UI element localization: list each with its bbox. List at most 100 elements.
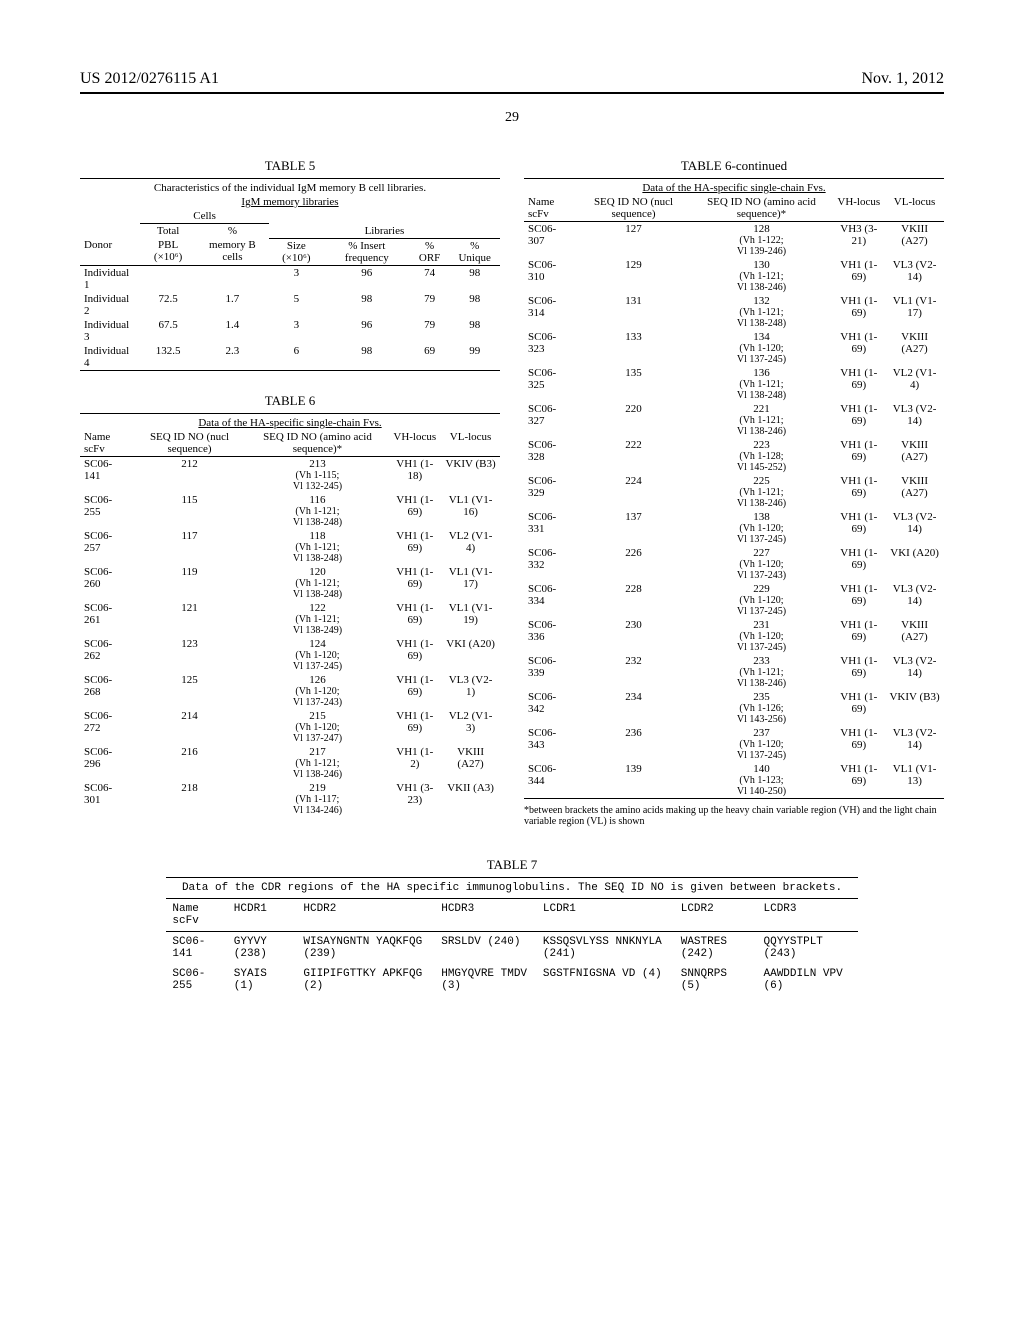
cell: VL1 (V1-16): [441, 493, 500, 529]
right-column: TABLE 6-continued Data of the HA-specifi…: [524, 150, 944, 827]
cell: SC06-141: [80, 456, 133, 493]
cell: 119: [133, 565, 247, 601]
table6-row: SC06-296 216 217(Vh 1-121;Vl 138-246) VH…: [80, 745, 500, 781]
cell: 227(Vh 1-120;Vl 137-243): [691, 546, 833, 582]
cell: 118(Vh 1-121;Vl 138-248): [247, 529, 389, 565]
cell: 72.5: [140, 292, 196, 318]
cell: 221(Vh 1-121;Vl 138-246): [691, 402, 833, 438]
cell: VL3 (V2-14): [885, 402, 944, 438]
page-header: US 2012/0276115 A1 Nov. 1, 2012: [80, 70, 944, 88]
cell: 212: [133, 456, 247, 493]
table5-h-total: Total: [140, 224, 196, 239]
cell: VH1 (3-23): [388, 781, 441, 817]
table6-row: SC06-331 137 138(Vh 1-120;Vl 137-245) VH…: [524, 510, 944, 546]
cell: 213(Vh 1-115;Vl 132-245): [247, 456, 389, 493]
cell: WASTRES (242): [675, 932, 758, 965]
table5-group-cells: Cells: [140, 209, 269, 224]
table6-row: SC06-310 129 130(Vh 1-121;Vl 138-246) VH…: [524, 258, 944, 294]
cell: SC06-343: [524, 726, 577, 762]
cell: VKI (A20): [441, 637, 500, 673]
cell: 225(Vh 1-121;Vl 138-246): [691, 474, 833, 510]
cell: VH1 (1-69): [388, 493, 441, 529]
cell: 120(Vh 1-121;Vl 138-248): [247, 565, 389, 601]
table6-caption-left: Data of the HA-specific single-chain Fvs…: [80, 413, 500, 430]
table6-row: SC06-343 236 237(Vh 1-120;Vl 137-245) VH…: [524, 726, 944, 762]
table7-row: SC06-141 GYYVY (238) WISAYNGNTN YAQKFQG …: [166, 932, 857, 965]
cell: VH1 (1-69): [832, 726, 885, 762]
cell: VL1 (V1-19): [441, 601, 500, 637]
cell: VL1 (V1-13): [885, 762, 944, 799]
cell: SC06-255: [166, 964, 227, 996]
cell: SC06-141: [166, 932, 227, 965]
cell: Individual 1: [80, 265, 140, 292]
cell: VL1 (V1-17): [441, 565, 500, 601]
left-column: TABLE 5 Characteristics of the individua…: [80, 150, 500, 827]
cell: 116(Vh 1-121;Vl 138-248): [247, 493, 389, 529]
cell: 6: [269, 344, 324, 371]
cell: VKIV (B3): [441, 456, 500, 493]
cell: 124(Vh 1-120;Vl 137-245): [247, 637, 389, 673]
cell: 217(Vh 1-121;Vl 138-246): [247, 745, 389, 781]
cell: 137: [577, 510, 691, 546]
table5-row: Individual 2 72.5 1.7 5 98 79 98: [80, 292, 500, 318]
cell: VL3 (V2-1): [441, 673, 500, 709]
table7-h-lcdr2: LCDR2: [675, 899, 758, 932]
table6-title: TABLE 6: [80, 393, 500, 409]
cell: VH1 (1-69): [832, 582, 885, 618]
cell: VKII (A3): [441, 781, 500, 817]
cell: VH1 (1-69): [832, 402, 885, 438]
cell: 231(Vh 1-120;Vl 137-245): [691, 618, 833, 654]
table6-title-cont: TABLE 6-continued: [524, 158, 944, 174]
table6r-h-vh: VH-locus: [832, 195, 885, 222]
table6-right: Data of the HA-specific single-chain Fvs…: [524, 178, 944, 801]
cell: VKIII (A27): [885, 222, 944, 259]
table6-footnote: *between brackets the amino acids making…: [524, 805, 944, 827]
cell: 218: [133, 781, 247, 817]
cell: SC06-334: [524, 582, 577, 618]
table6-row: SC06-328 222 223(Vh 1-128;Vl 145-252) VH…: [524, 438, 944, 474]
cell: VH3 (3-21): [832, 222, 885, 259]
table5-group-libraries: Libraries: [269, 224, 500, 239]
cell: SNNQRPS (5): [675, 964, 758, 996]
cell: VH1 (1-69): [832, 294, 885, 330]
cell: VKI (A20): [885, 546, 944, 582]
cell: 135: [577, 366, 691, 402]
cell: VL2 (V1-3): [441, 709, 500, 745]
table5-h-size: Size (×10⁶): [269, 238, 324, 265]
table7-h-name: Name scFv: [166, 899, 227, 932]
cell: VH1 (1-69): [832, 330, 885, 366]
cell: 121: [133, 601, 247, 637]
table6-row: SC06-336 230 231(Vh 1-120;Vl 137-245) VH…: [524, 618, 944, 654]
table6-row: SC06-323 133 134(Vh 1-120;Vl 137-245) VH…: [524, 330, 944, 366]
table5-caption1: Characteristics of the individual IgM me…: [80, 179, 500, 196]
two-column-layout: TABLE 5 Characteristics of the individua…: [80, 150, 944, 827]
cell: VKIII (A27): [441, 745, 500, 781]
cell: VH1 (1-69): [832, 474, 885, 510]
cell: VH1 (1-69): [388, 529, 441, 565]
table6-row: SC06-301 218 219(Vh 1-117;Vl 134-246) VH…: [80, 781, 500, 817]
cell: SC06-272: [80, 709, 133, 745]
cell: SC06-325: [524, 366, 577, 402]
cell: VL3 (V2-14): [885, 258, 944, 294]
table5-h-mem: memory B cells: [196, 238, 269, 265]
cell: 69: [410, 344, 450, 371]
cell: SC06-310: [524, 258, 577, 294]
cell: VH1 (1-69): [832, 654, 885, 690]
cell: VKIV (B3): [885, 690, 944, 726]
cell: 98: [449, 265, 500, 292]
cell: 123: [133, 637, 247, 673]
cell: 133: [577, 330, 691, 366]
cell: VKIII (A27): [885, 330, 944, 366]
cell: 3: [269, 265, 324, 292]
cell: VL2 (V1-4): [885, 366, 944, 402]
cell: 115: [133, 493, 247, 529]
table6r-h-aa: SEQ ID NO (amino acid sequence)*: [691, 195, 833, 222]
cell: VH1 (1-69): [388, 709, 441, 745]
cell: VH1 (1-69): [832, 258, 885, 294]
cell: Individual 3: [80, 318, 140, 344]
cell: SC06-301: [80, 781, 133, 817]
cell: SC06-261: [80, 601, 133, 637]
cell: VL3 (V2-14): [885, 654, 944, 690]
cell: 132(Vh 1-121;Vl 138-248): [691, 294, 833, 330]
cell: SGSTFNIGSNA VD (4): [537, 964, 675, 996]
